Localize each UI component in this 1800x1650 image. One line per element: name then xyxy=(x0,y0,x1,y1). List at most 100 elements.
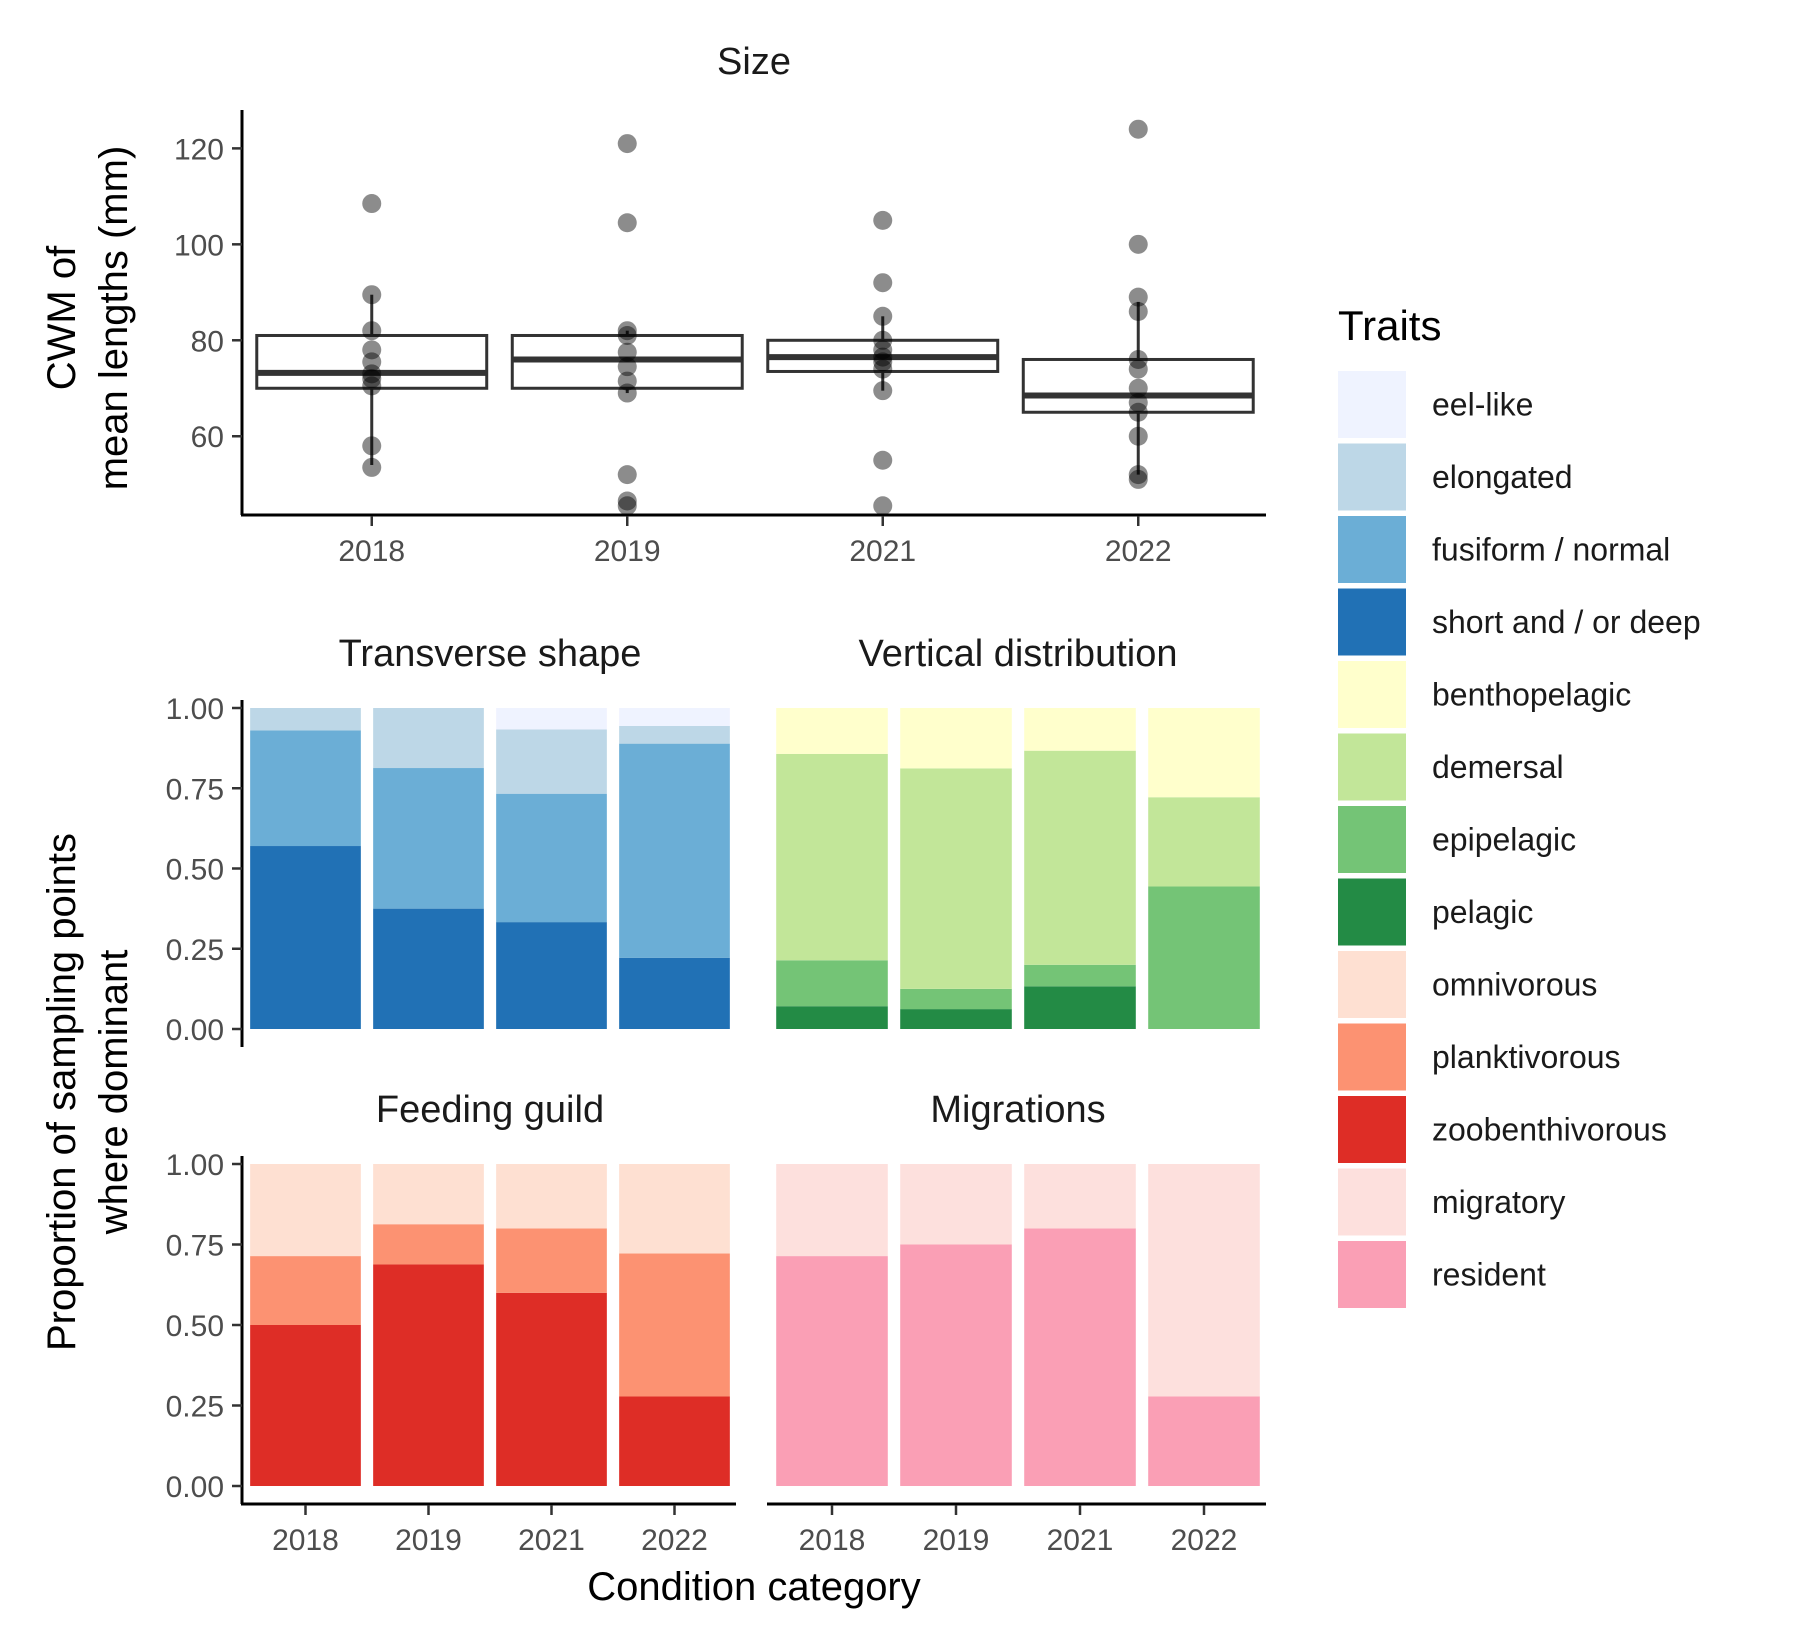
size-data-point xyxy=(617,371,637,391)
vertical-distribution-bar-pelagic-2019 xyxy=(900,1009,1012,1029)
legend-label-benthopelagic: benthopelagic xyxy=(1432,677,1631,713)
size-data-point xyxy=(873,306,893,326)
size-data-point xyxy=(873,496,893,516)
legend-key-omnivorous xyxy=(1338,951,1406,1018)
transverse-shape-y-tick-label: 0.00 xyxy=(166,1014,224,1047)
size-x-tick-label: 2021 xyxy=(849,535,916,568)
size-data-point xyxy=(1128,119,1148,139)
size-data-point xyxy=(873,450,893,470)
transverse-shape-bar-elongated-2018 xyxy=(250,708,361,731)
size-data-point xyxy=(1128,402,1148,422)
migrations-bar-resident-2022 xyxy=(1148,1396,1260,1486)
stacked-bar-panels: Transverse shape 0.00 0.25 0.50 0.75 1.00 Vert… xyxy=(166,633,1266,1557)
size-y-tick-label: 100 xyxy=(174,229,224,262)
migrations-bar-migratory-2021 xyxy=(1024,1164,1136,1229)
size-data-point xyxy=(362,352,382,372)
vertical-distribution-bar-demersal-2022 xyxy=(1148,797,1260,887)
vertical-distribution-bar-benthopelagic-2022 xyxy=(1148,708,1260,798)
legend-key-short-and-or-deep xyxy=(1338,588,1406,656)
traits-legend: eel-like elongated fusiform / normal short … xyxy=(1338,371,1701,1308)
size-data-point xyxy=(873,340,893,360)
migrations-x-tick-label: 2018 xyxy=(799,1524,866,1557)
proportion-ylabel-line1: Proportion of sampling points xyxy=(40,833,84,1351)
transverse-shape-bar-eel-like-2021 xyxy=(496,708,607,730)
feeding-guild-x-tick-label: 2019 xyxy=(395,1524,462,1557)
transverse-shape-y-tick-label: 1.00 xyxy=(166,693,224,726)
transverse-shape-panel-title: Transverse shape xyxy=(339,633,642,675)
feeding-guild-x-tick-label: 2022 xyxy=(641,1524,708,1557)
vertical-distribution-bar-pelagic-2018 xyxy=(776,1006,888,1029)
size-data-point xyxy=(362,321,382,341)
feeding-guild-y-tick-label: 0.50 xyxy=(166,1310,224,1343)
size-data-point xyxy=(362,457,382,477)
size-data-point xyxy=(1128,302,1148,321)
size-data-point xyxy=(873,352,893,372)
size-box-2022 xyxy=(1021,357,1255,414)
legend-key-elongated xyxy=(1338,443,1406,511)
legend-label-pelagic: pelagic xyxy=(1432,894,1533,930)
transverse-shape-bar-short-and-or-deep-2018 xyxy=(250,846,361,1029)
size-data-point xyxy=(362,194,382,214)
size-data-point xyxy=(873,359,893,379)
migrations-bar-resident-2019 xyxy=(900,1244,1012,1486)
migrations-x-tick-label: 2022 xyxy=(1171,1524,1238,1557)
vertical-distribution-bar-epipelagic-2022 xyxy=(1148,886,1260,1029)
legend-key-epipelagic xyxy=(1338,806,1406,873)
feeding-guild-bar-omnivorous-2019 xyxy=(373,1164,484,1225)
transverse-shape-bar-fusiform-normal-2022 xyxy=(619,743,730,958)
size-data-point xyxy=(362,340,382,360)
size-data-point xyxy=(617,496,637,516)
size-data-point xyxy=(1128,287,1148,307)
feeding-guild-bar-zoobenthivorous-2022 xyxy=(619,1396,730,1486)
legend-key-resident xyxy=(1338,1241,1406,1308)
size-data-point xyxy=(617,134,637,154)
feeding-guild-bar-zoobenthivorous-2019 xyxy=(373,1264,484,1486)
size-y-tick-label: 80 xyxy=(191,325,224,358)
feeding-guild-x-tick-label: 2021 xyxy=(518,1524,585,1557)
transverse-shape-y-tick-label: 0.75 xyxy=(166,773,224,806)
transverse-shape-bar-fusiform-normal-2018 xyxy=(250,730,361,847)
size-data-point xyxy=(1128,349,1148,369)
vertical-distribution-bar-epipelagic-2019 xyxy=(900,988,1012,1010)
feeding-guild-y-tick-label: 1.00 xyxy=(166,1149,224,1182)
vertical-distribution-bar-demersal-2019 xyxy=(900,768,1012,989)
migrations-x-tick-label: 2019 xyxy=(923,1524,990,1557)
transverse-shape-bar-elongated-2022 xyxy=(619,725,730,744)
legend-key-benthopelagic xyxy=(1338,661,1406,728)
legend-key-eel-like xyxy=(1338,371,1406,438)
size-data-point xyxy=(1128,469,1148,489)
legend-label-planktivorous: planktivorous xyxy=(1432,1039,1621,1075)
size-data-point xyxy=(362,376,382,396)
transverse-shape-bar-fusiform-normal-2019 xyxy=(373,768,484,909)
legend-label-epipelagic: epipelagic xyxy=(1432,822,1576,858)
legend-label-fusiform-normal: fusiform / normal xyxy=(1432,532,1670,568)
legend-key-pelagic xyxy=(1338,878,1406,946)
size-data-point xyxy=(617,465,637,485)
feeding-guild-y-tick-label: 0.00 xyxy=(166,1471,224,1504)
feeding-guild-x-tick-label: 2018 xyxy=(272,1524,339,1557)
transverse-shape-bar-fusiform-normal-2021 xyxy=(496,793,607,923)
size-box-2018 xyxy=(255,333,489,390)
transverse-shape-y-tick-label: 0.50 xyxy=(166,854,224,887)
size-data-point xyxy=(362,364,382,384)
feeding-guild-bar-omnivorous-2021 xyxy=(496,1164,607,1229)
size-data-point xyxy=(362,436,382,456)
transverse-shape-y-tick-label: 0.25 xyxy=(166,934,224,967)
size-data-point xyxy=(617,342,637,362)
size-data-point xyxy=(1128,378,1148,398)
feeding-guild-bar-planktivorous-2019 xyxy=(373,1224,484,1265)
transverse-shape-bar-elongated-2019 xyxy=(373,708,484,769)
vertical-distribution-bar-benthopelagic-2019 xyxy=(900,708,1012,769)
legend-label-zoobenthivorous: zoobenthivorous xyxy=(1432,1112,1667,1148)
legend-label-migratory: migratory xyxy=(1432,1184,1565,1220)
feeding-guild-panel-title: Feeding guild xyxy=(376,1089,604,1131)
feeding-guild-bar-zoobenthivorous-2018 xyxy=(250,1325,361,1486)
transverse-shape-bar-short-and-or-deep-2022 xyxy=(619,957,730,1029)
size-y-tick-label: 60 xyxy=(191,421,224,454)
size-data-point xyxy=(873,273,893,293)
feeding-guild-bar-planktivorous-2021 xyxy=(496,1228,607,1293)
legend-label-short-and-or-deep: short and / or deep xyxy=(1432,604,1701,640)
feeding-guild-bar-zoobenthivorous-2021 xyxy=(496,1292,607,1486)
size-data-point xyxy=(617,321,637,341)
